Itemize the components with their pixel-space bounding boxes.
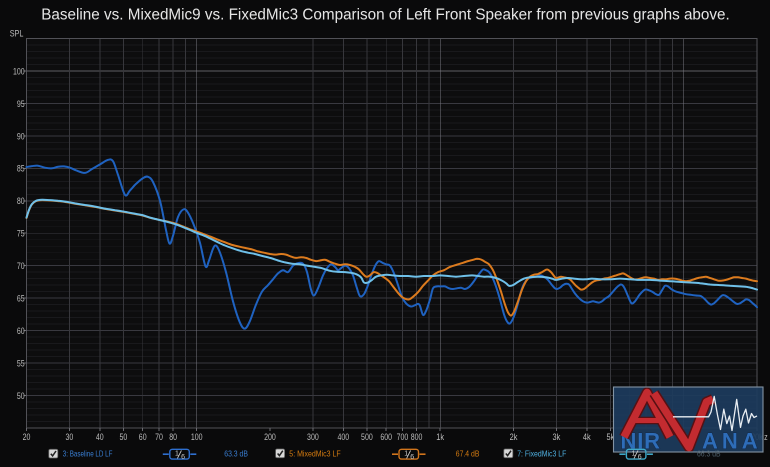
svg-text:600: 600 [380, 432, 392, 442]
svg-text:800: 800 [411, 432, 423, 442]
svg-text:2k: 2k [510, 432, 518, 442]
svg-text:6: 6 [181, 454, 185, 461]
svg-text:85: 85 [17, 164, 25, 174]
svg-text:70: 70 [17, 261, 25, 271]
svg-text:100: 100 [13, 66, 25, 76]
svg-text:300: 300 [307, 432, 319, 442]
svg-text:100: 100 [191, 432, 203, 442]
svg-text:SPL: SPL [10, 29, 24, 39]
svg-text:400: 400 [337, 432, 349, 442]
svg-text:40: 40 [96, 432, 104, 442]
svg-text:1: 1 [404, 451, 408, 458]
svg-text:20: 20 [23, 432, 31, 442]
svg-text:60: 60 [139, 432, 147, 442]
svg-text:3: Baseline LD LF: 3: Baseline LD LF [63, 449, 113, 458]
svg-text:66.3 dB: 66.3 dB [697, 450, 721, 459]
svg-text:90: 90 [17, 131, 25, 141]
svg-text:80: 80 [17, 196, 25, 206]
svg-text:80: 80 [169, 432, 177, 442]
svg-text:5: MixedMic3 LF: 5: MixedMic3 LF [289, 449, 340, 458]
svg-text:55: 55 [17, 358, 25, 368]
svg-text:5k: 5k [607, 432, 615, 442]
svg-text:75: 75 [17, 229, 25, 239]
svg-text:30: 30 [66, 432, 74, 442]
svg-text:4k: 4k [583, 432, 591, 442]
svg-text:500: 500 [361, 432, 373, 442]
svg-text:ANA: ANA [702, 428, 762, 453]
svg-text:60: 60 [17, 326, 25, 336]
svg-text:1: 1 [632, 451, 636, 458]
svg-text:1k: 1k [436, 432, 444, 442]
svg-text:63.3 dB: 63.3 dB [224, 449, 248, 458]
svg-text:6: 6 [410, 454, 414, 461]
svg-text:70: 70 [155, 432, 163, 442]
svg-text:200: 200 [264, 432, 276, 442]
svg-text:6: 6 [638, 454, 642, 461]
svg-text:95: 95 [17, 99, 25, 109]
svg-text:65: 65 [17, 294, 25, 304]
svg-text:50: 50 [120, 432, 128, 442]
svg-text:67.4 dB: 67.4 dB [456, 449, 480, 458]
svg-text:50: 50 [17, 391, 25, 401]
svg-text:700: 700 [397, 432, 409, 442]
svg-text:3k: 3k [553, 432, 561, 442]
svg-text:7: FixedMic3 LF: 7: FixedMic3 LF [517, 449, 566, 458]
svg-text:1: 1 [175, 451, 179, 458]
svg-text:Baseline vs. MixedMic9 vs. Fix: Baseline vs. MixedMic9 vs. FixedMic3 Com… [41, 7, 730, 24]
